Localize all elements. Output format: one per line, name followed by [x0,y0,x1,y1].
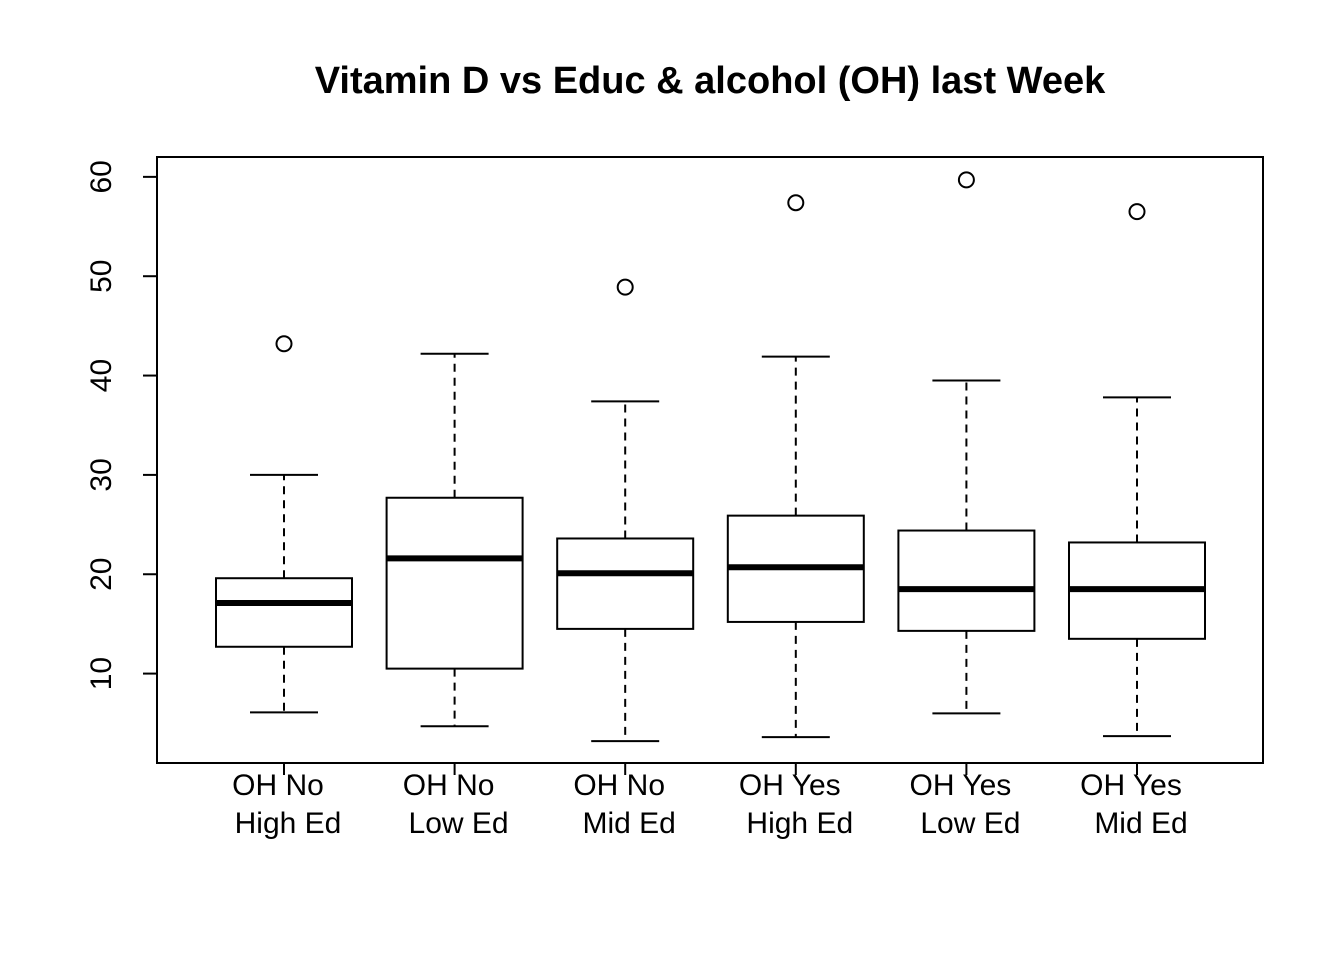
y-tick-label: 60 [85,160,118,193]
x-category-label-line1: OH No [403,769,495,802]
x-category-label-line1: OH Yes [910,769,1012,802]
boxes-group [215,171,1206,743]
x-axis: OH No High Ed OH No Low Ed OH No Mid Ed OH Yes… [232,763,1188,840]
box-2 [385,352,524,728]
plot-frame [156,156,1264,764]
box-6 [1068,203,1206,738]
y-tick-label: 50 [85,260,118,293]
y-axis: 10 20 30 40 50 60 [85,160,158,690]
x-category-label-line2: Low Ed [409,807,509,840]
x-category-label-line2: High Ed [746,807,853,840]
box-1 [215,335,353,714]
chart-title: Vitamin D vs Educ & alcohol (OH) last We… [315,60,1106,102]
y-tick-label: 10 [85,657,118,690]
x-category-label-line1: OH Yes [739,769,841,802]
iqr-box [897,529,1036,632]
iqr-box [385,496,524,670]
outlier-point [957,171,975,189]
box-3 [556,278,695,743]
outlier-point [616,278,634,296]
x-category-label-line2: Mid Ed [1094,807,1187,840]
y-tick-label: 20 [85,558,118,591]
box-5 [897,171,1036,715]
iqr-box [215,577,353,648]
x-category-label-line2: Mid Ed [583,807,676,840]
x-category-label-line1: OH No [232,769,324,802]
y-tick-label: 30 [85,458,118,491]
iqr-box [556,537,695,630]
x-category-label-line1: OH No [573,769,665,802]
outlier-point [787,194,805,212]
box-4 [726,194,865,739]
y-tick-label: 40 [85,359,118,392]
x-category-label-line2: Low Ed [920,807,1020,840]
outlier-point [275,335,293,353]
x-category-label-line1: OH Yes [1080,769,1182,802]
outlier-point [1128,203,1146,221]
x-category-label-line2: High Ed [235,807,342,840]
